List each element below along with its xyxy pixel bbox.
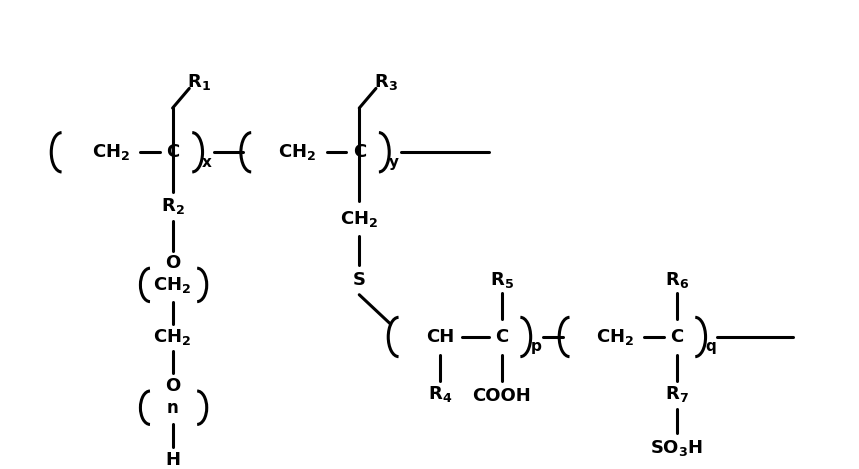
Text: $\mathregular{CH_2}$: $\mathregular{CH_2}$ <box>340 209 378 229</box>
Text: $\mathregular{CH_2}$: $\mathregular{CH_2}$ <box>154 275 192 295</box>
Text: y: y <box>388 155 399 170</box>
Text: COOH: COOH <box>472 387 531 405</box>
Text: O: O <box>165 377 180 395</box>
Text: C: C <box>166 144 180 161</box>
Text: $\mathregular{n}$: $\mathregular{n}$ <box>167 399 179 417</box>
Text: $\mathregular{R_2}$: $\mathregular{R_2}$ <box>161 197 185 216</box>
Text: q: q <box>705 339 716 354</box>
Text: CH: CH <box>426 328 454 346</box>
Text: $\mathregular{SO_3H}$: $\mathregular{SO_3H}$ <box>650 438 704 458</box>
Text: $\mathregular{CH_2}$: $\mathregular{CH_2}$ <box>278 142 316 162</box>
Text: x: x <box>202 155 212 170</box>
Text: $\mathregular{CH_2}$: $\mathregular{CH_2}$ <box>595 327 634 347</box>
Text: C: C <box>670 328 683 346</box>
Text: $\mathregular{R_7}$: $\mathregular{R_7}$ <box>665 384 688 404</box>
Text: $\mathregular{CH_2}$: $\mathregular{CH_2}$ <box>92 142 130 162</box>
Text: $\mathregular{R_6}$: $\mathregular{R_6}$ <box>665 270 689 290</box>
Text: $\mathregular{R_3}$: $\mathregular{R_3}$ <box>374 72 398 91</box>
Text: p: p <box>531 339 541 354</box>
Text: C: C <box>353 144 366 161</box>
Text: $\mathregular{R_4}$: $\mathregular{R_4}$ <box>428 384 452 404</box>
Text: S: S <box>353 271 366 289</box>
Text: H: H <box>165 451 180 469</box>
Text: O: O <box>165 254 180 272</box>
Text: $\mathregular{R_1}$: $\mathregular{R_1}$ <box>187 72 211 91</box>
Text: $\mathregular{R_5}$: $\mathregular{R_5}$ <box>490 270 514 290</box>
Text: $\mathregular{CH_2}$: $\mathregular{CH_2}$ <box>154 327 192 347</box>
Text: C: C <box>495 328 509 346</box>
